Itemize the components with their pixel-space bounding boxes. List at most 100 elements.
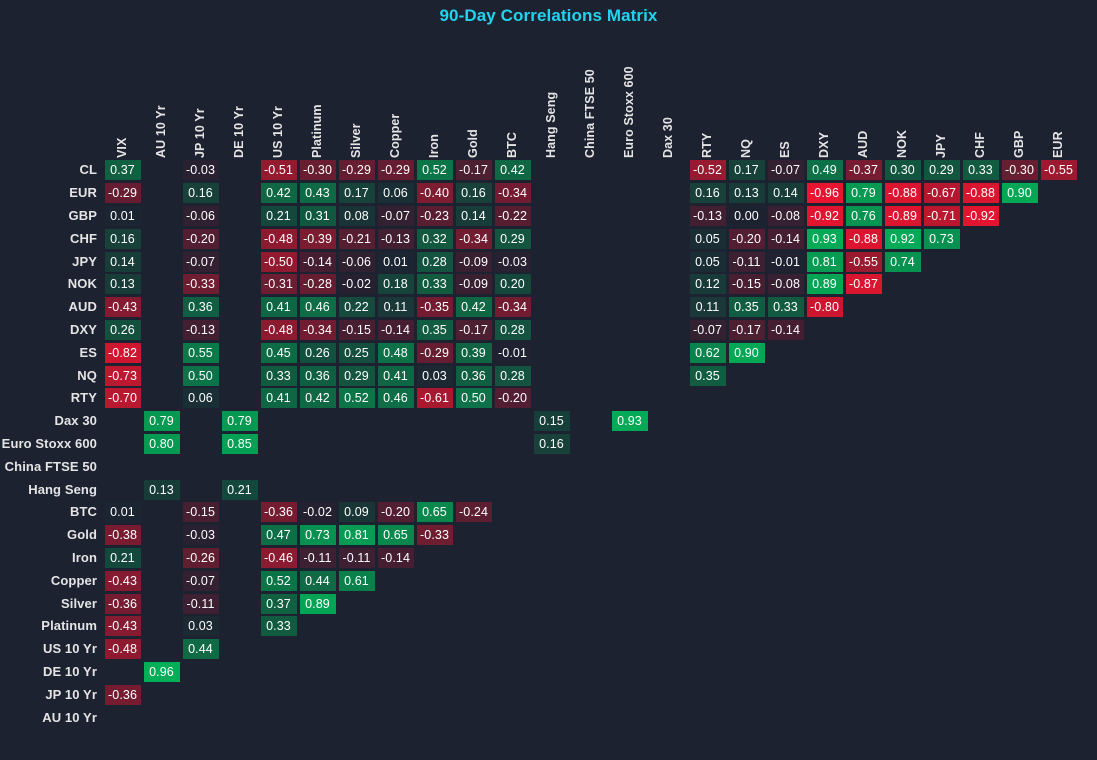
matrix-cell: 0.18 [377,274,414,295]
row-label-nok: NOK [67,276,97,292]
matrix-cell: 0.08 [338,206,375,226]
matrix-cell: 0.17 [338,183,375,204]
matrix-cell: -0.06 [182,206,219,226]
matrix-cell: 0.49 [806,160,843,181]
matrix-cell: -0.20 [728,228,765,249]
matrix-cell: 0.90 [728,342,765,363]
column-header-euro-stoxx-600: Euro Stoxx 600 [621,66,636,158]
matrix-cell: 0.44 [182,639,219,660]
matrix-cell: 0.28 [494,365,531,386]
matrix-cell: 0.09 [338,502,375,523]
column-header-copper: Copper [387,113,402,158]
matrix-cell: 0.03 [416,365,453,386]
matrix-cell: 0.11 [689,297,726,318]
matrix-cell: -0.34 [494,183,531,204]
matrix-cell: 0.21 [260,206,297,226]
matrix-cell: -0.20 [377,502,414,523]
matrix-cell: -0.48 [260,320,297,340]
row-label-chf: CHF [69,230,97,246]
matrix-cell: 0.16 [455,183,492,204]
matrix-cell: -0.33 [416,525,453,546]
matrix-cell: 0.11 [377,297,414,318]
matrix-cell: 0.16 [104,228,141,249]
matrix-cell: -0.48 [260,228,297,249]
matrix-cell: -0.92 [806,206,843,226]
row-label-china-ftse-50: China FTSE 50 [4,458,97,474]
matrix-cell: 0.93 [611,411,648,432]
matrix-cell: 0.28 [494,320,531,340]
matrix-cell: 0.48 [377,342,414,363]
column-header-platinum: Platinum [309,104,324,158]
matrix-cell: -0.55 [1040,160,1077,181]
row-label-jpy: JPY [72,253,97,269]
column-header-nok: NOK [894,129,909,158]
matrix-cell: -0.43 [104,297,141,318]
matrix-cell: 0.05 [689,228,726,249]
matrix-cell: 0.01 [377,251,414,272]
row-label-euro-stoxx-600: Euro Stoxx 600 [1,436,97,451]
matrix-cell: -0.07 [767,160,804,181]
matrix-cell: -0.96 [806,183,843,204]
matrix-cell: 0.01 [104,206,141,226]
matrix-cell: -0.21 [338,228,375,249]
matrix-cell: -0.55 [845,251,882,272]
matrix-cell: 0.89 [806,274,843,295]
matrix-cell: 0.33 [767,297,804,318]
matrix-cell: 0.00 [728,206,765,226]
matrix-cell: -0.22 [494,206,531,226]
row-label-platinum: Platinum [41,618,97,634]
matrix-cell: 0.33 [260,616,297,637]
matrix-cell: 0.52 [338,388,375,409]
matrix-cell: 0.33 [260,365,297,386]
matrix-cell: -0.07 [182,251,219,272]
matrix-cell: -0.30 [1001,160,1038,181]
row-label-silver: Silver [60,595,97,611]
matrix-cell: 0.42 [260,183,297,204]
matrix-cell: -0.31 [260,274,297,295]
matrix-cell: 0.41 [377,365,414,386]
matrix-cell: -0.20 [182,228,219,249]
column-header-silver: Silver [348,123,363,158]
matrix-cell: -0.26 [182,548,219,568]
matrix-cell: -0.02 [299,502,336,523]
matrix-cell: -0.08 [767,206,804,226]
matrix-cell: -0.51 [260,160,297,181]
row-label-rty: RTY [70,390,97,406]
row-label-dax-30: Dax 30 [54,413,97,429]
matrix-cell: 0.39 [455,342,492,363]
column-header-gbp: GBP [1011,130,1026,158]
matrix-cell: -0.13 [689,206,726,226]
matrix-cell: 0.37 [260,593,297,614]
column-header-au-10-yr: AU 10 Yr [153,105,168,158]
column-header-chf: CHF [972,132,987,158]
matrix-cell: -0.17 [728,320,765,340]
row-label-gold: Gold [66,527,97,543]
matrix-cell: -0.14 [299,251,336,272]
column-header-iron: Iron [426,133,441,158]
matrix-cell: 0.35 [416,320,453,340]
matrix-cell: -0.06 [338,251,375,272]
matrix-cell: 0.06 [182,388,219,409]
matrix-cell: 0.26 [104,320,141,340]
matrix-cell: -0.20 [494,388,531,409]
column-header-gold: Gold [465,129,480,158]
matrix-cell: 0.81 [806,251,843,272]
matrix-cell: -0.29 [416,342,453,363]
matrix-cell: -0.13 [182,320,219,340]
row-label-au-10-yr: AU 10 Yr [42,709,97,725]
matrix-cell: 0.65 [416,502,453,523]
matrix-cell: -0.29 [377,160,414,181]
row-label-btc: BTC [69,504,97,520]
matrix-cell: 0.37 [104,160,141,181]
matrix-cell: -0.08 [767,274,804,295]
matrix-cell: 0.35 [689,365,726,386]
matrix-cell: -0.36 [104,593,141,614]
matrix-cell: 0.36 [299,365,336,386]
row-label-copper: Copper [50,572,97,588]
matrix-cell: -0.09 [455,251,492,272]
matrix-cell: -0.88 [845,228,882,249]
matrix-cell: 0.42 [299,388,336,409]
matrix-cell: 0.13 [728,183,765,204]
matrix-cell: 0.44 [299,570,336,591]
matrix-cell: 0.43 [299,183,336,204]
